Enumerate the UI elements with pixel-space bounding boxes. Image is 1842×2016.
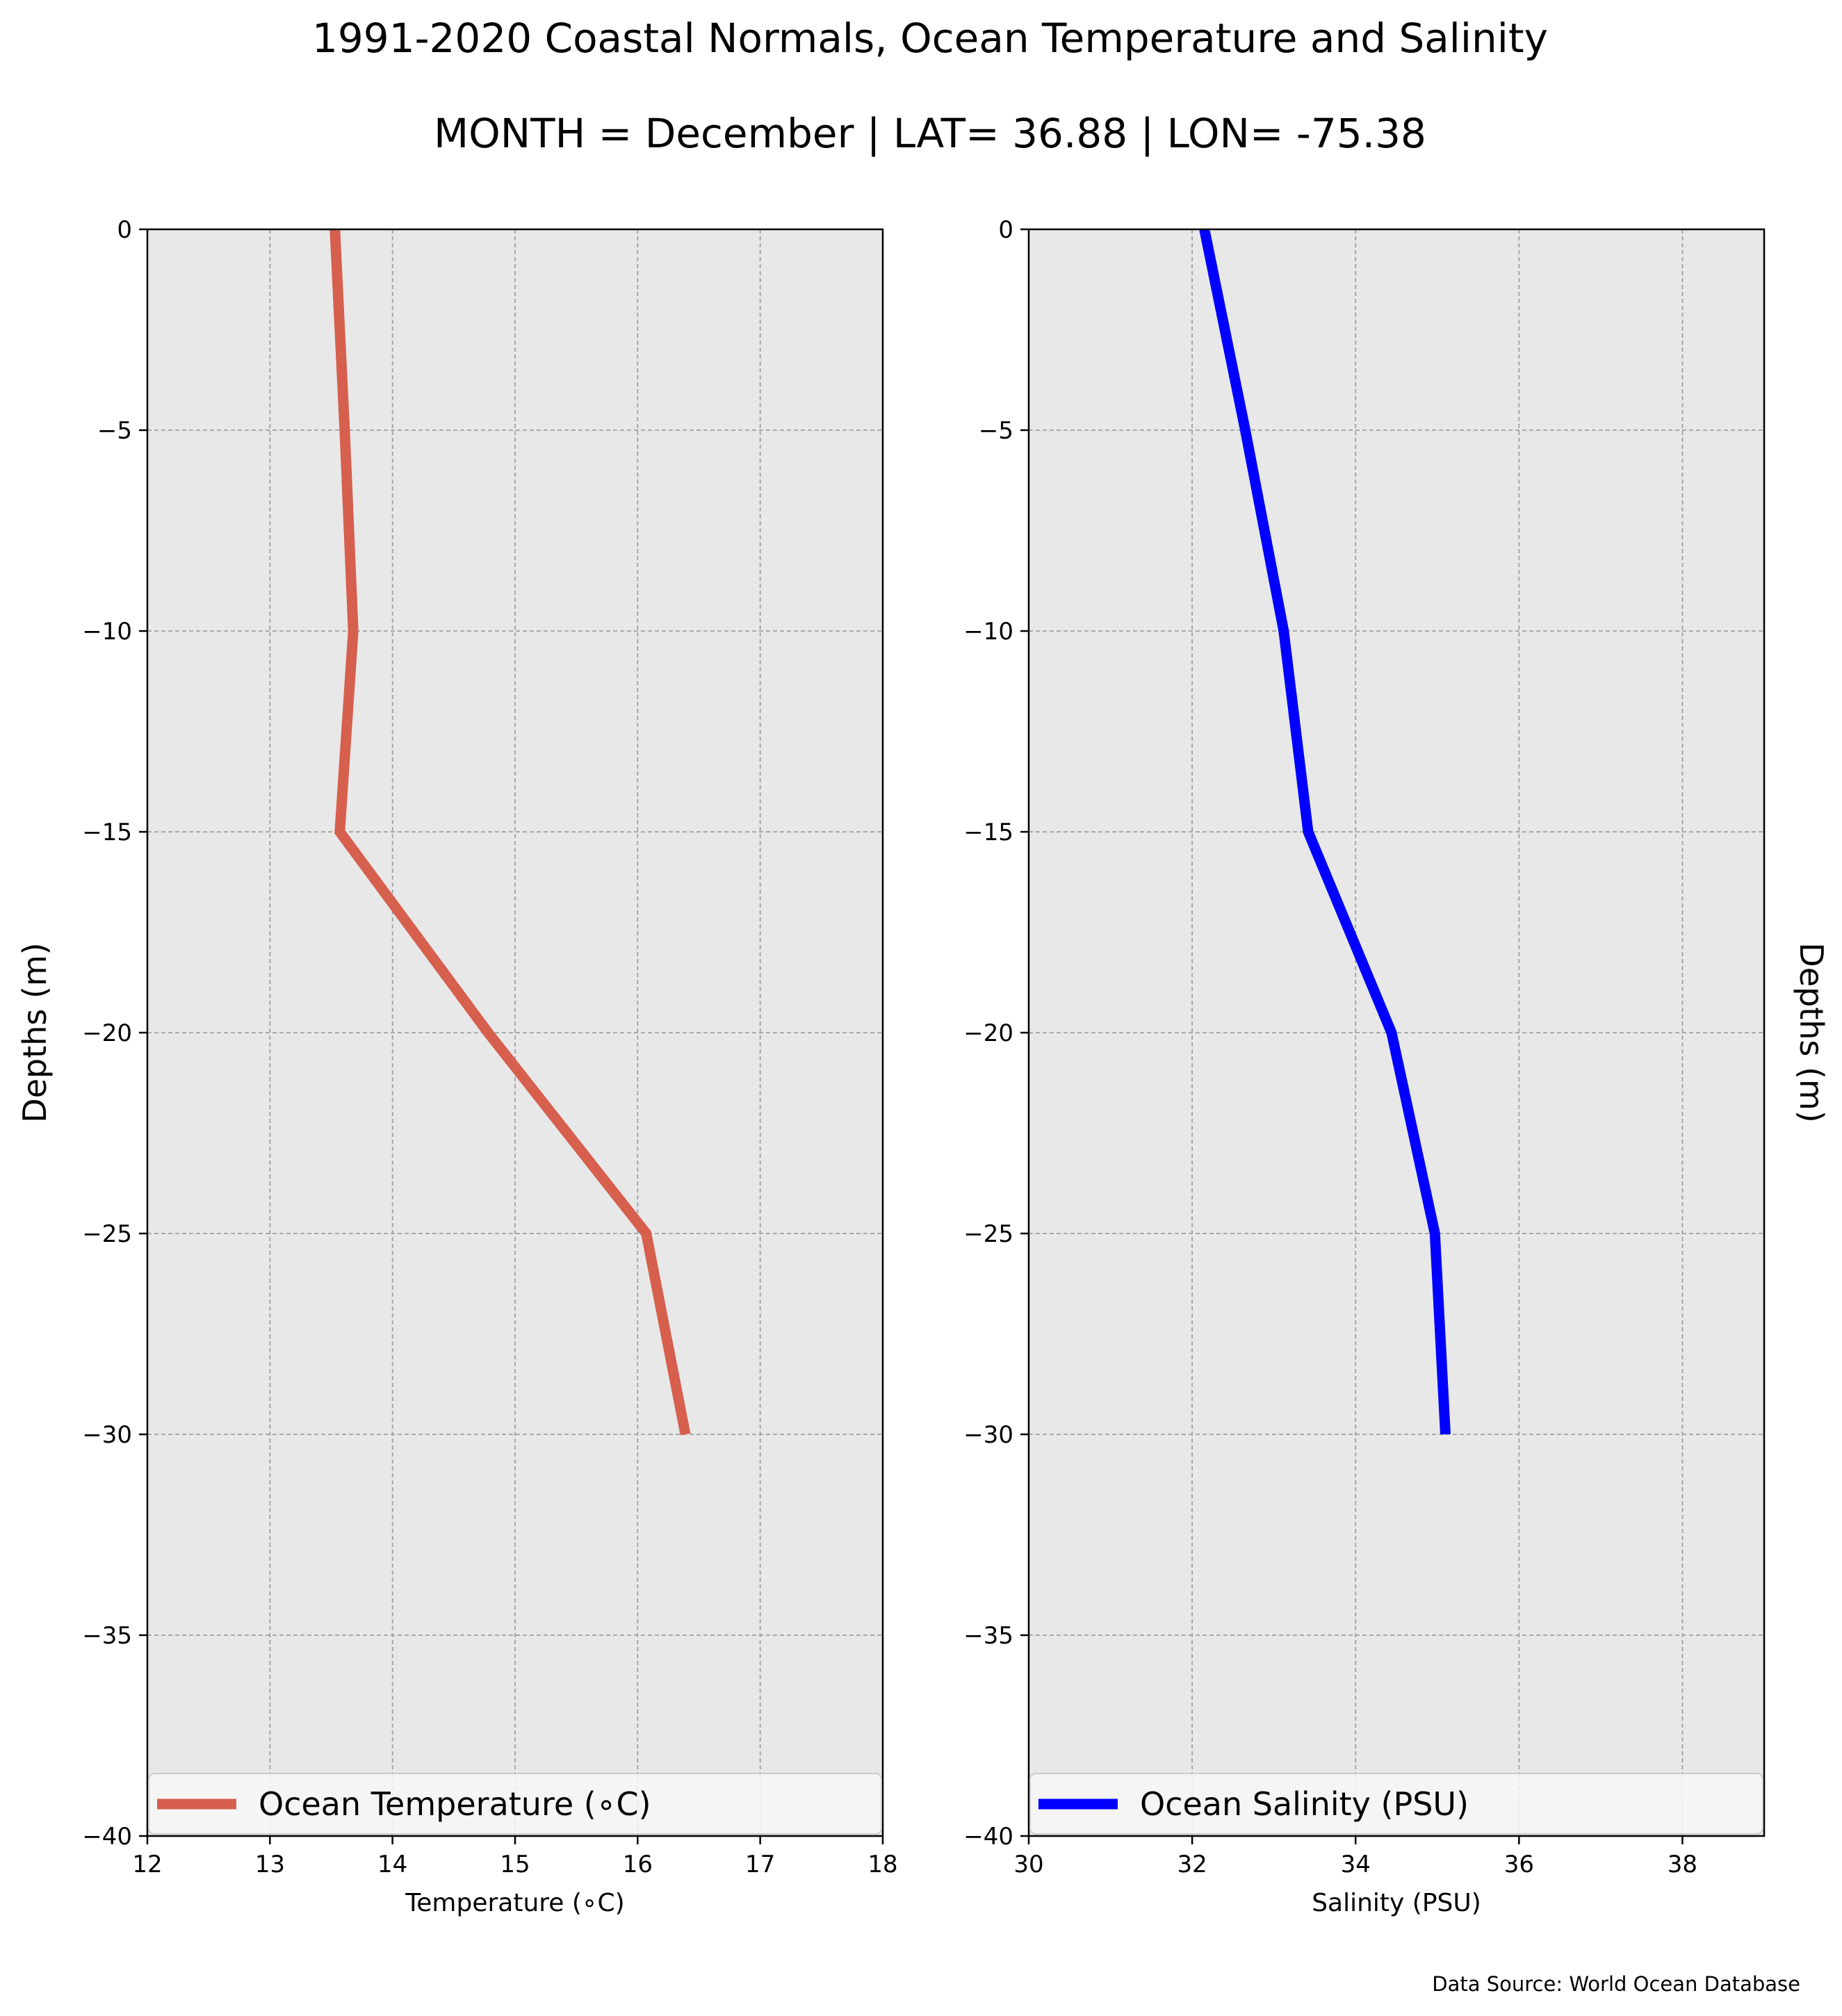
salinity-y-tick-label: −25 [963,1220,1013,1248]
temperature-x-tick-label: 14 [377,1851,407,1878]
temperature-x-tick-label: 13 [255,1851,285,1878]
temperature-x-axis-label: Temperature (∘C) [405,1889,624,1917]
salinity-y-tick-label: −15 [963,819,1013,846]
salinity-y-tick-label: 0 [998,216,1013,244]
salinity-y-axis-label: Depths (m) [1793,942,1830,1122]
salinity-chart: 30 32 34 36 38 0 −5 −10 −15 −20 −25 −30 −35 −40 Ocean… [963,216,1830,1917]
temperature-y-tick-label: −25 [82,1220,132,1248]
salinity-x-tick-label: 38 [1668,1851,1697,1878]
temperature-profile-line [329,229,691,1436]
salinity-series [1199,228,1451,1435]
temperature-x-tick-label: 12 [132,1851,162,1878]
salinity-legend-label: Ocean Salinity (PSU) [1140,1785,1469,1823]
temperature-y-tick-label: −20 [82,1019,132,1047]
temperature-y-tick-label: −30 [82,1421,132,1449]
salinity-ticks: 30 32 34 36 38 0 −5 −10 −15 −20 −25 −30 −35 −40 [963,216,1697,1878]
temperature-legend-label: Ocean Temperature (∘C) [259,1785,651,1823]
temperature-legend-box [148,1773,882,1835]
temperature-ticks: 12 13 14 15 16 17 18 0 −5 −10 −15 −20 −25 −30 −35 −40 [82,216,897,1878]
salinity-y-tick-label: −35 [963,1622,1013,1650]
salinity-x-tick-label: 30 [1013,1851,1043,1878]
data-source-note: Data Source: World Ocean Database [1432,1972,1800,1996]
temperature-x-tick-label: 16 [623,1851,653,1878]
salinity-x-tick-label: 36 [1504,1851,1534,1878]
temperature-y-axis-label: Depths (m) [16,942,54,1122]
temperature-y-tick-label: −35 [82,1622,132,1650]
salinity-x-tick-label: 32 [1177,1851,1207,1878]
temperature-y-tick-label: −10 [82,618,132,646]
temperature-series [329,229,691,1436]
salinity-profile-line [1199,228,1451,1435]
salinity-legend-box [1029,1773,1763,1835]
temperature-x-tick-label: 17 [745,1851,775,1878]
temperature-y-tick-label: −40 [82,1823,132,1851]
figure-subtitle: MONTH = December | LAT= 36.88 | LON= -75… [434,110,1426,157]
salinity-x-axis-label: Salinity (PSU) [1312,1889,1481,1917]
salinity-y-tick-label: −10 [963,618,1013,646]
temperature-chart: 12 13 14 15 16 17 18 0 −5 −10 −15 −20 −25 −30 −35 −40 O… [16,216,898,1917]
figure-title: 1991-2020 Coastal Normals, Ocean Tempera… [312,15,1548,62]
salinity-legend: Ocean Salinity (PSU) [1029,1773,1763,1835]
salinity-x-tick-label: 34 [1341,1851,1371,1878]
temperature-y-tick-label: 0 [117,216,132,244]
temperature-x-tick-label: 18 [867,1851,897,1878]
salinity-y-tick-label: −40 [963,1823,1013,1851]
salinity-y-tick-label: −5 [979,417,1013,445]
temperature-y-tick-label: −5 [97,417,132,445]
salinity-y-tick-label: −30 [963,1421,1013,1449]
temperature-x-tick-label: 15 [500,1851,530,1878]
temperature-y-tick-label: −15 [82,819,132,846]
temperature-legend: Ocean Temperature (∘C) [148,1773,882,1835]
salinity-y-tick-label: −20 [963,1019,1013,1047]
